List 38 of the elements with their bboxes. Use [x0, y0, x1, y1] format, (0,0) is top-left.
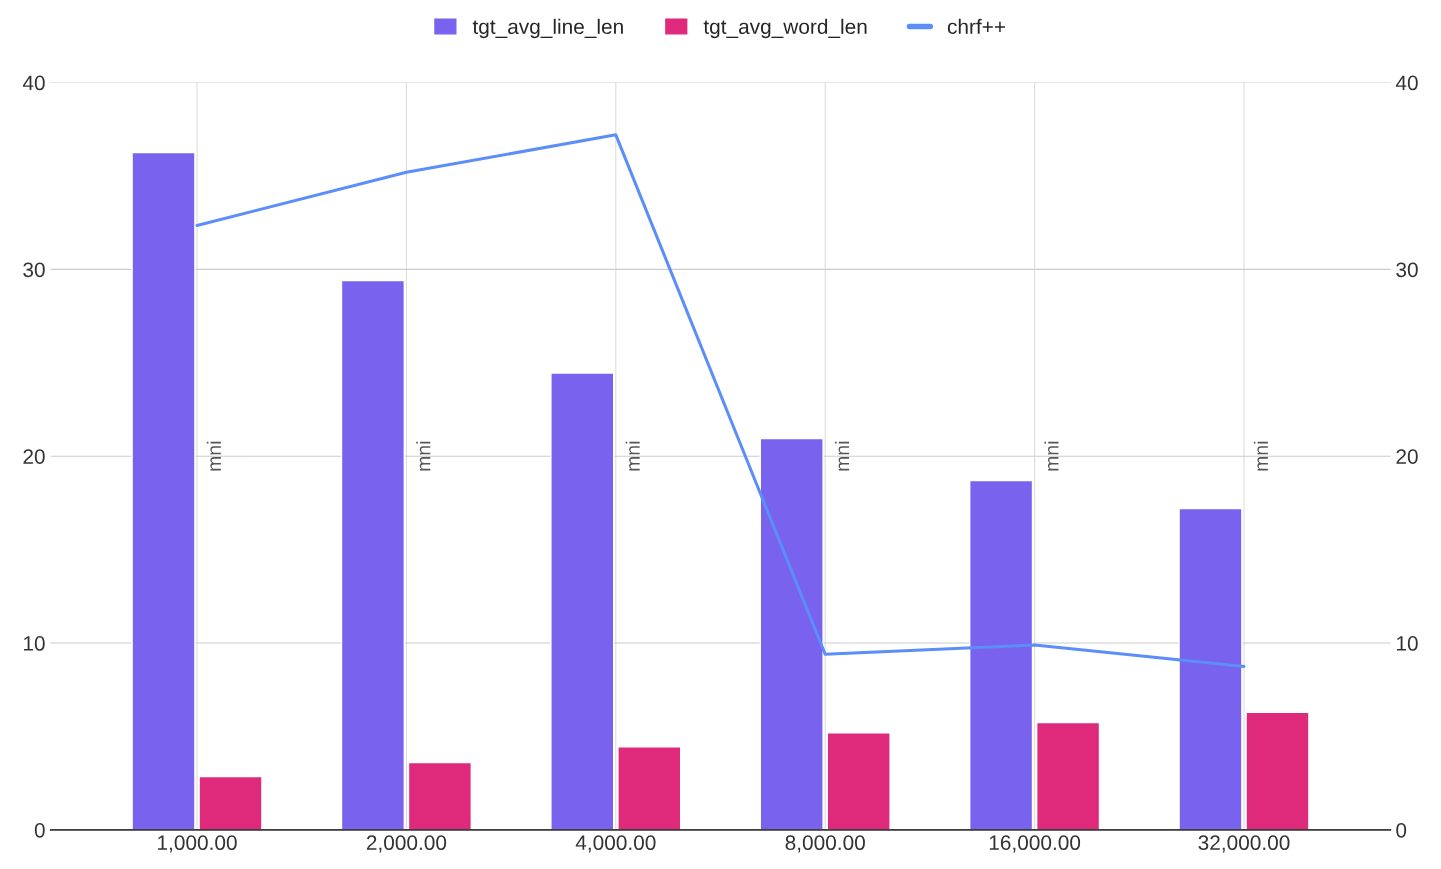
y2-tick-label: 20: [1396, 449, 1418, 464]
y2-tick-label: 30: [1396, 262, 1418, 278]
annotation: mni: [1044, 441, 1059, 471]
bar: [968, 479, 1034, 830]
y-tick-label: 0: [34, 822, 45, 838]
bar: [826, 732, 891, 830]
x-tick-label: 1,000.00: [158, 835, 237, 853]
x-tick-label: 4,000.00: [575, 835, 656, 853]
bar: [1035, 721, 1101, 830]
bar: [407, 761, 473, 830]
legend-label: tgt_avg_line_len: [472, 18, 623, 39]
bar: [1245, 711, 1310, 830]
y-tick-label: 20: [23, 449, 45, 464]
x-tick-label: 16,000.00: [989, 835, 1081, 853]
annotation: mni: [625, 441, 640, 471]
y2-tick-label: 40: [1395, 75, 1418, 91]
legend-label: tgt_avg_word_len: [703, 18, 867, 39]
bar: [550, 372, 615, 830]
bar: [198, 775, 263, 830]
y2-tick-label: 0: [1396, 822, 1407, 838]
line-series: [195, 133, 1246, 668]
y2-tick-label: 10: [1397, 636, 1418, 651]
y-tick-label: 40: [22, 75, 45, 91]
y-tick-label: 10: [23, 636, 45, 651]
bar: [340, 279, 406, 830]
bar: [1178, 507, 1243, 830]
y-tick-label: 30: [23, 262, 45, 278]
bar: [759, 437, 824, 830]
x-tick-label: 8,000.00: [785, 835, 865, 853]
annotation: mni: [206, 441, 221, 471]
x-tick-label: 2,000.00: [366, 835, 447, 853]
annotation: mni: [1253, 441, 1268, 471]
annotation: mni: [416, 441, 431, 471]
legend-label: chrf++: [947, 18, 1006, 35]
bar: [617, 746, 682, 830]
x-tick-label: 32,000.00: [1198, 835, 1290, 853]
annotation: mni: [834, 441, 850, 471]
bar: [131, 151, 196, 830]
